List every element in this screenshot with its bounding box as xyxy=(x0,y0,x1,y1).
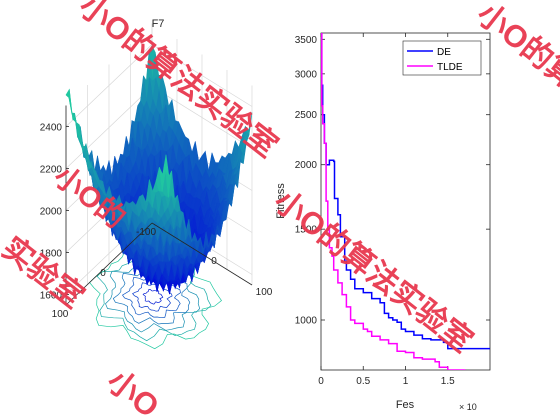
x-axis-exponent: × 10 xyxy=(459,402,477,412)
x-axis-line xyxy=(151,222,253,286)
z-tick-label: 1600 xyxy=(40,291,63,302)
x-tick-label: 0.5 xyxy=(356,376,370,387)
z-tick-label: 2200 xyxy=(40,165,63,176)
x-axis-label: Fes xyxy=(396,399,415,411)
surface-chart: F7 1600 1800 2000 2200 2400 -100 0 100 0 100 xyxy=(40,18,273,350)
convergence-chart: 0 0.5 1 1.5 1000 1500 2000 2500 3000 3500 Fes × 1… xyxy=(275,32,491,412)
surface-floor-contours xyxy=(89,244,222,350)
legend-box xyxy=(402,40,482,76)
floor-contour xyxy=(89,244,222,350)
y-tick-label: 100 xyxy=(52,309,69,320)
x-tick-label: 0 xyxy=(211,256,217,267)
z-tick-label: 1800 xyxy=(40,249,63,260)
axis-ticks: 0 0.5 1 1.5 1000 1500 2000 2500 3000 3500 xyxy=(295,33,490,387)
surface-axes xyxy=(65,105,253,306)
legend-label-tlde: TLDE xyxy=(437,62,463,73)
surface-patch xyxy=(65,88,73,115)
y-tick-label: 0 xyxy=(100,268,106,279)
y-tick-label: 3500 xyxy=(295,35,318,46)
series-line-de xyxy=(321,33,490,350)
x-tick-label: 100 xyxy=(256,287,273,298)
y-tick-label: -100 xyxy=(136,227,156,238)
watermark-text: 实验室 xyxy=(0,230,91,315)
y-axis-line xyxy=(65,222,153,306)
legend: DE TLDE xyxy=(402,40,482,76)
x-tick-label: 1 xyxy=(403,376,409,387)
plot-area xyxy=(320,32,491,371)
z-tick-label: 2000 xyxy=(40,207,63,218)
surface-chart-title: F7 xyxy=(152,18,165,30)
y-axis-label: Fitness xyxy=(275,183,287,219)
floor-contour xyxy=(132,282,173,312)
floor-contour xyxy=(96,250,212,342)
series-lines xyxy=(321,33,490,370)
z-tick-label: 2400 xyxy=(40,123,63,134)
y-tick-label: 3000 xyxy=(295,69,318,80)
y-tick-label: 1000 xyxy=(295,316,318,327)
surface-patch xyxy=(162,154,170,177)
floor-contour xyxy=(121,274,181,319)
series-line-tlde xyxy=(321,33,466,370)
y-tick-label: 1500 xyxy=(295,225,318,236)
surface-tick-labels: 1600 1800 2000 2200 2400 -100 0 100 0 100 xyxy=(40,123,273,321)
y-tick-label: 2500 xyxy=(295,110,318,121)
legend-label-de: DE xyxy=(437,47,451,58)
floor-contour xyxy=(142,289,164,305)
x-tick-label: 0 xyxy=(318,376,324,387)
y-tick-label: 2000 xyxy=(295,160,318,171)
x-tick-label: 1.5 xyxy=(441,376,455,387)
surface-mesh xyxy=(65,45,253,295)
watermark-text: 小O xyxy=(101,363,166,420)
